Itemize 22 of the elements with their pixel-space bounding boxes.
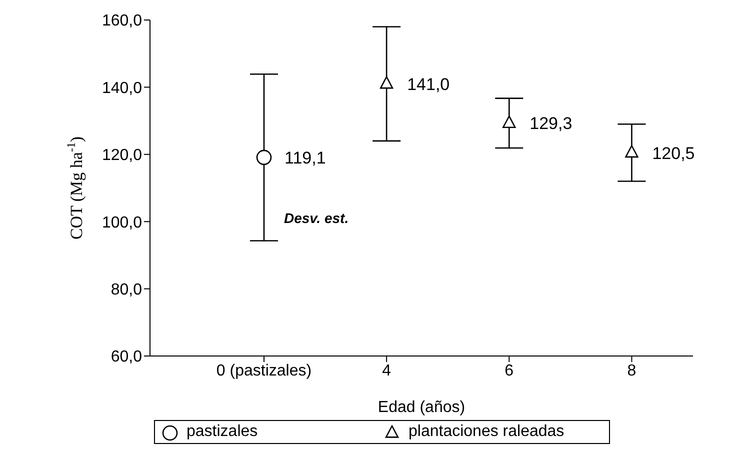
data-label: 141,0 — [407, 74, 450, 94]
data-label: 129,3 — [530, 114, 572, 134]
y-tick-label: 140,0 — [102, 80, 142, 97]
data-label: 120,5 — [652, 144, 695, 163]
data-label: 119,1 — [284, 148, 326, 168]
y-tick-label: 100,0 — [102, 214, 142, 232]
y-tick-label: 60,0 — [110, 348, 142, 366]
y-tick-label: 80,0 — [110, 281, 142, 298]
y-tick-label: 160,0 — [102, 12, 142, 30]
point — [625, 145, 638, 158]
legend-label: plantaciones raleadas — [408, 423, 564, 441]
x-tick-label: 8 — [627, 362, 636, 380]
legend-label: pastizales — [186, 423, 258, 441]
point — [502, 116, 516, 128]
point — [380, 76, 394, 89]
y-tick-label: 120,0 — [102, 147, 142, 164]
annotation: Desv. est. — [284, 210, 349, 226]
x-tick-label: 6 — [504, 362, 514, 380]
x-axis-title: Edad (años) — [378, 399, 466, 416]
x-tick-label: 0 (pastizales) — [216, 362, 312, 380]
x-tick-label: 4 — [382, 362, 392, 380]
point — [256, 150, 272, 166]
